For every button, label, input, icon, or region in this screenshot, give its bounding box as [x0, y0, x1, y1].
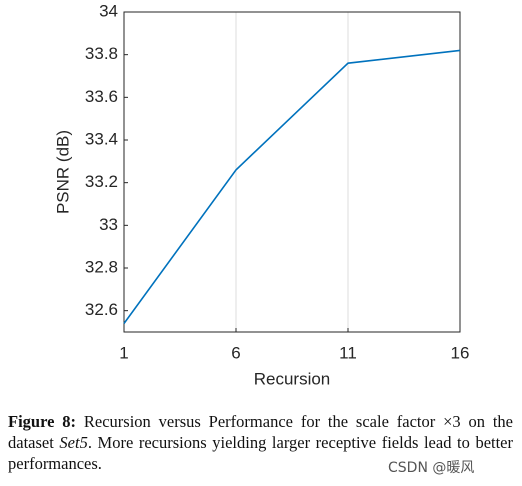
caption-dataset: Set5 [59, 433, 88, 452]
caption-text: Recursion versus Performance for the sca… [8, 412, 513, 452]
x-tick-label: 6 [231, 343, 240, 362]
y-tick-label: 33.2 [85, 172, 118, 191]
data-line [123, 49, 461, 324]
y-tick-label: 33.8 [85, 44, 118, 63]
y-tick-label: 33.4 [85, 129, 118, 148]
watermark: CSDN @暖风 [388, 457, 475, 477]
x-tick-label: 11 [339, 343, 357, 362]
y-tick-label: 32.6 [85, 300, 118, 319]
y-tick-label: 34 [99, 1, 118, 20]
chart: Recursion PSNR (dB) 1 6 11 1632.632.83333.2… [53, 1, 470, 388]
y-axis-label: PSNR (dB) [53, 130, 72, 214]
plot-frame [123, 11, 461, 333]
caption-label: Figure 8: [8, 412, 77, 431]
figure-caption: Figure 8: Recursion versus Performance f… [8, 411, 513, 474]
x-tick-label: 1 [119, 343, 128, 362]
y-tick-label: 33 [99, 215, 118, 234]
x-axis-label: Recursion [254, 369, 331, 388]
y-tick-label: 33.6 [85, 87, 118, 106]
y-tick-label: 32.8 [85, 257, 118, 276]
x-tick-label: 16 [451, 343, 470, 362]
caption-text: . More recursions yielding larger recept… [8, 433, 514, 473]
